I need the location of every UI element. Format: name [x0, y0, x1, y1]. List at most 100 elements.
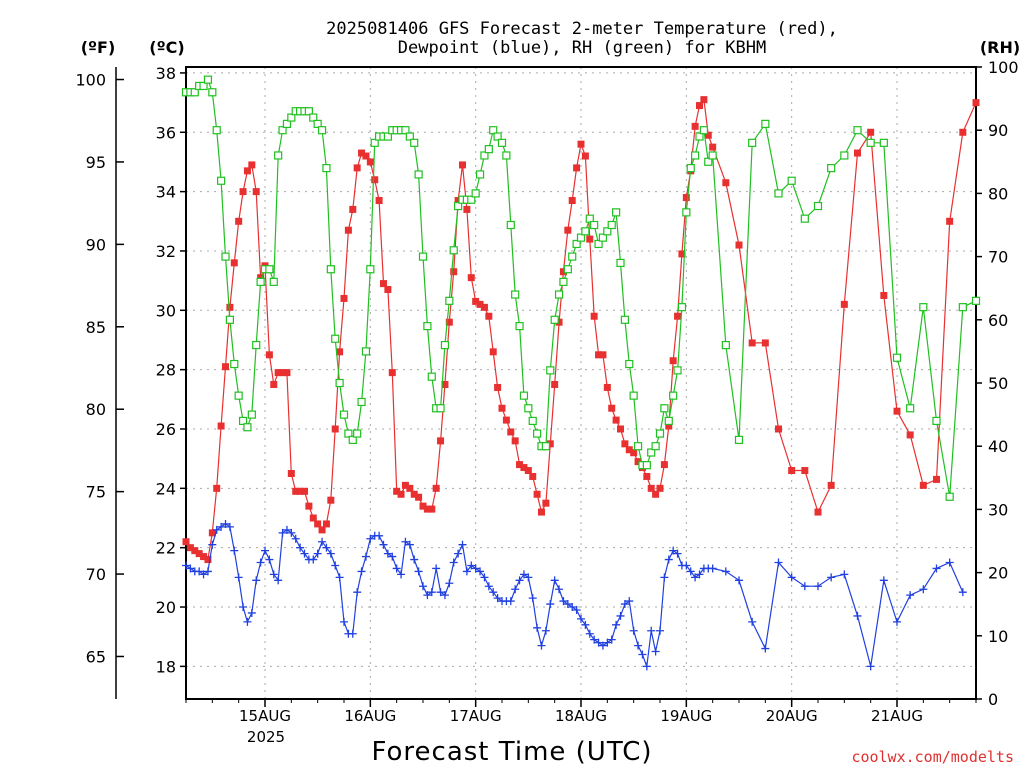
temperature-point	[274, 369, 282, 377]
rh-point	[660, 404, 669, 413]
temperature-point	[217, 422, 225, 430]
temperature-point	[489, 348, 497, 356]
temperature-point	[200, 553, 208, 561]
dewpoint-point	[695, 570, 704, 579]
rh-point	[366, 265, 375, 274]
dewpoint-point	[353, 588, 362, 597]
temperature-point	[230, 259, 238, 267]
rh-point	[361, 347, 371, 356]
temperature-point	[564, 226, 572, 234]
temperature-point	[722, 179, 730, 187]
rh-point	[357, 397, 366, 407]
dewpoint-point	[853, 611, 862, 620]
dewpoint-point	[656, 626, 664, 635]
dewpoint-point	[361, 552, 370, 561]
dewpoint-point	[958, 588, 967, 597]
temperature-point	[287, 469, 295, 477]
dewpoint-point	[691, 573, 700, 582]
rh-point	[203, 75, 213, 84]
temperature-point	[186, 544, 194, 552]
rh-point	[274, 151, 283, 160]
celsius-tick-label: 30	[156, 301, 176, 320]
dewpoint-point	[410, 555, 419, 564]
rh-point	[410, 138, 419, 147]
dewpoint-point	[427, 588, 436, 597]
temperature-point	[243, 167, 251, 175]
temperature-point	[450, 268, 458, 276]
dewpoint-point	[537, 641, 546, 650]
dewpoint-point	[893, 617, 901, 626]
rh-point	[287, 113, 296, 122]
rh-point	[616, 258, 625, 268]
rh-point	[669, 391, 678, 400]
temperature-point	[318, 526, 326, 534]
temperature-point	[533, 490, 541, 498]
temperature-point	[327, 496, 335, 504]
rh-point	[813, 201, 823, 211]
temperature-point	[472, 297, 480, 305]
rh-point	[484, 145, 493, 154]
temperature-point	[204, 556, 212, 564]
rh-point	[800, 214, 809, 223]
rh-tick-label: 70	[988, 248, 1008, 267]
rh-point	[436, 404, 445, 413]
temperature-point	[586, 235, 594, 243]
dewpoint-point	[945, 558, 954, 567]
dewpoint-point	[182, 561, 190, 570]
rh-point	[199, 81, 208, 91]
temperature-point	[669, 357, 677, 365]
temperature-point	[235, 217, 243, 225]
rh-tick-label: 60	[988, 311, 1008, 330]
dewpoint-point	[686, 567, 695, 576]
dewpoint-point	[436, 588, 445, 597]
rh-point	[497, 138, 507, 147]
series-layer	[182, 75, 981, 671]
dewpoint-point	[559, 597, 568, 606]
rh-tick-label: 0	[988, 690, 998, 709]
temperature-point	[362, 152, 370, 160]
dewpoint-point	[476, 567, 485, 576]
temperature-point	[252, 188, 260, 196]
rh-point	[840, 151, 849, 160]
temperature-point	[867, 128, 875, 136]
rh-point	[971, 296, 981, 305]
chart-title-line1: 2025081406 GFS Forecast 2-meter Temperat…	[326, 19, 838, 39]
fahrenheit-tick-label: 75	[86, 483, 106, 502]
temperature-point	[423, 505, 431, 513]
temperature-point	[634, 458, 642, 466]
rh-point	[247, 410, 256, 419]
rh-point	[528, 416, 537, 426]
temperature-point	[709, 143, 717, 151]
rh-point	[774, 189, 783, 198]
rh-tick-label: 30	[988, 500, 1008, 519]
chart-title-line2: Dewpoint (blue), RH (green) for KBHM	[398, 38, 766, 58]
dewpoint-point	[800, 582, 809, 591]
rh-point	[546, 366, 555, 375]
temperature-point	[366, 158, 374, 166]
rh-point	[554, 290, 564, 299]
temperature-point	[283, 369, 291, 377]
temperature-point	[393, 487, 401, 495]
temperature-point	[248, 161, 256, 169]
dewpoint-point	[585, 629, 594, 638]
dewpoint-point	[642, 662, 651, 671]
rh-point	[256, 277, 265, 286]
temperature-point	[182, 538, 190, 546]
dewpoint-point	[524, 573, 533, 582]
temperature-point	[437, 437, 445, 445]
dewpoint-point	[401, 537, 410, 546]
temperature-point	[401, 481, 409, 489]
rh-point	[502, 151, 511, 160]
rh-point	[423, 322, 432, 331]
temperature-point	[656, 484, 664, 492]
rh-point	[313, 119, 322, 128]
dewpoint-point	[612, 620, 621, 629]
rh-point	[695, 132, 704, 141]
rh-point	[265, 265, 274, 274]
dewpoint-point	[550, 576, 559, 585]
rh-point	[440, 340, 450, 350]
dewpoint-point	[397, 570, 406, 579]
dewpoint-point	[221, 519, 230, 528]
rh-point	[405, 132, 414, 141]
dewpoint-point	[458, 540, 467, 549]
